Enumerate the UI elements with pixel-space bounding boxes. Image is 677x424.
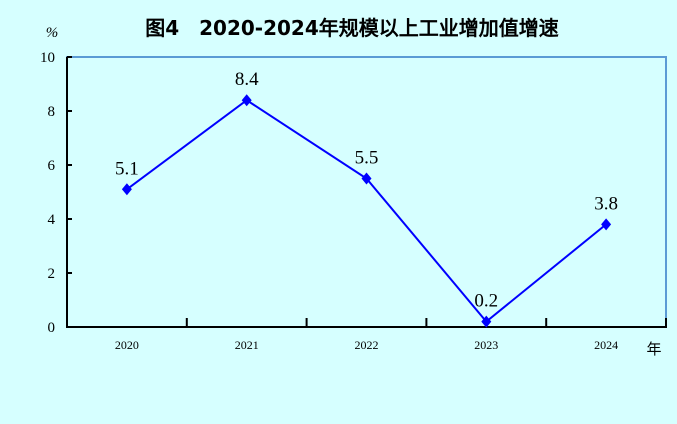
- y-tick-label: 10: [40, 50, 55, 66]
- y-tick-label: 0: [48, 320, 56, 336]
- data-label: 3.8: [594, 193, 618, 214]
- data-label: 8.4: [235, 69, 259, 90]
- x-tick-label: 2022: [355, 338, 379, 352]
- data-point: [481, 315, 492, 328]
- x-tick-label: 2023: [474, 338, 498, 352]
- chart-title: 图4 2020-2024年规模以上工业增加值增速: [145, 16, 559, 40]
- y-tick-label: 2: [48, 266, 56, 282]
- data-label: 5.1: [115, 158, 139, 179]
- data-label: 5.5: [355, 148, 379, 169]
- data-point: [361, 172, 372, 185]
- series-line: [126, 98, 607, 323]
- y-tick-label: 6: [48, 158, 56, 174]
- data-label: 0.2: [474, 291, 498, 312]
- y-tick-label: 4: [48, 212, 56, 228]
- x-tick-label: 2020: [115, 338, 139, 352]
- y-axis-unit: %: [46, 25, 59, 41]
- plot-frame: [66, 56, 667, 328]
- x-tick-label: 2021: [235, 338, 259, 352]
- data-point: [241, 94, 252, 107]
- data-point: [121, 183, 132, 196]
- data-point: [601, 218, 612, 231]
- y-tick-label: 8: [48, 104, 56, 120]
- x-tick-label: 2024: [594, 338, 618, 352]
- x-axis-unit: 年: [646, 341, 661, 358]
